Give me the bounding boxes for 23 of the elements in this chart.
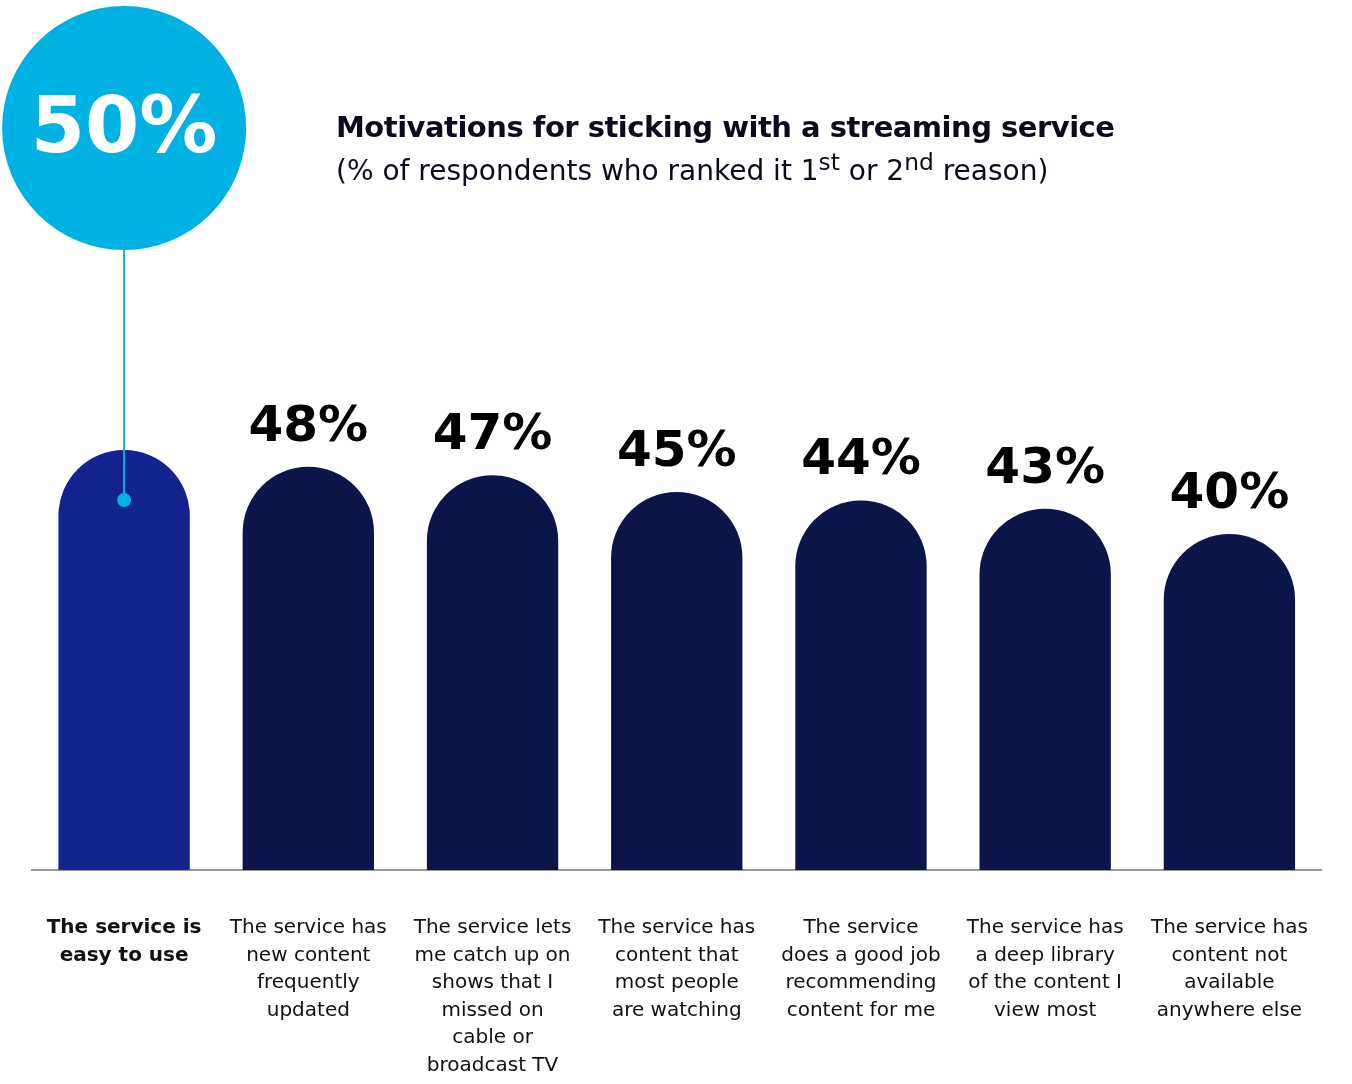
x-tick-label: The service lets me catch up on shows that I missed on cable or broadcast TV bbox=[412, 914, 572, 1076]
bar bbox=[979, 508, 1111, 870]
chart-title: Motivations for sticking with a streaming service bbox=[336, 110, 1115, 144]
bar bbox=[242, 466, 374, 870]
bar bbox=[795, 500, 927, 870]
x-tick-label: The service has a deep library of the content I view most bbox=[965, 914, 1124, 1021]
bar bbox=[1163, 534, 1296, 870]
text: 50% bbox=[30, 80, 218, 171]
data-label: 47% bbox=[432, 403, 553, 462]
x-tick-label: The service has new content frequently updated bbox=[228, 914, 387, 1021]
x-tick-label: The service has content that most people are watching bbox=[597, 914, 756, 1021]
data-label: 44% bbox=[801, 428, 921, 487]
data-label: 45% bbox=[616, 420, 737, 478]
data-label: 43% bbox=[985, 436, 1106, 495]
bar bbox=[58, 450, 190, 870]
x-tick-label: The service has content not available anywhere else bbox=[1149, 914, 1308, 1021]
bar bbox=[426, 475, 559, 870]
data-label: 48% bbox=[248, 394, 369, 453]
x-tick-label: The service does a good job recommending content for me bbox=[781, 914, 941, 1021]
data-label: 40% bbox=[1169, 462, 1290, 520]
chart-subtitle: (% of respondents who ranked it 1$^{st}$ or 2$^{nd}$ reason) bbox=[336, 148, 1050, 188]
bar bbox=[611, 492, 743, 870]
x-tick-label: The service is easy to use bbox=[46, 914, 202, 966]
